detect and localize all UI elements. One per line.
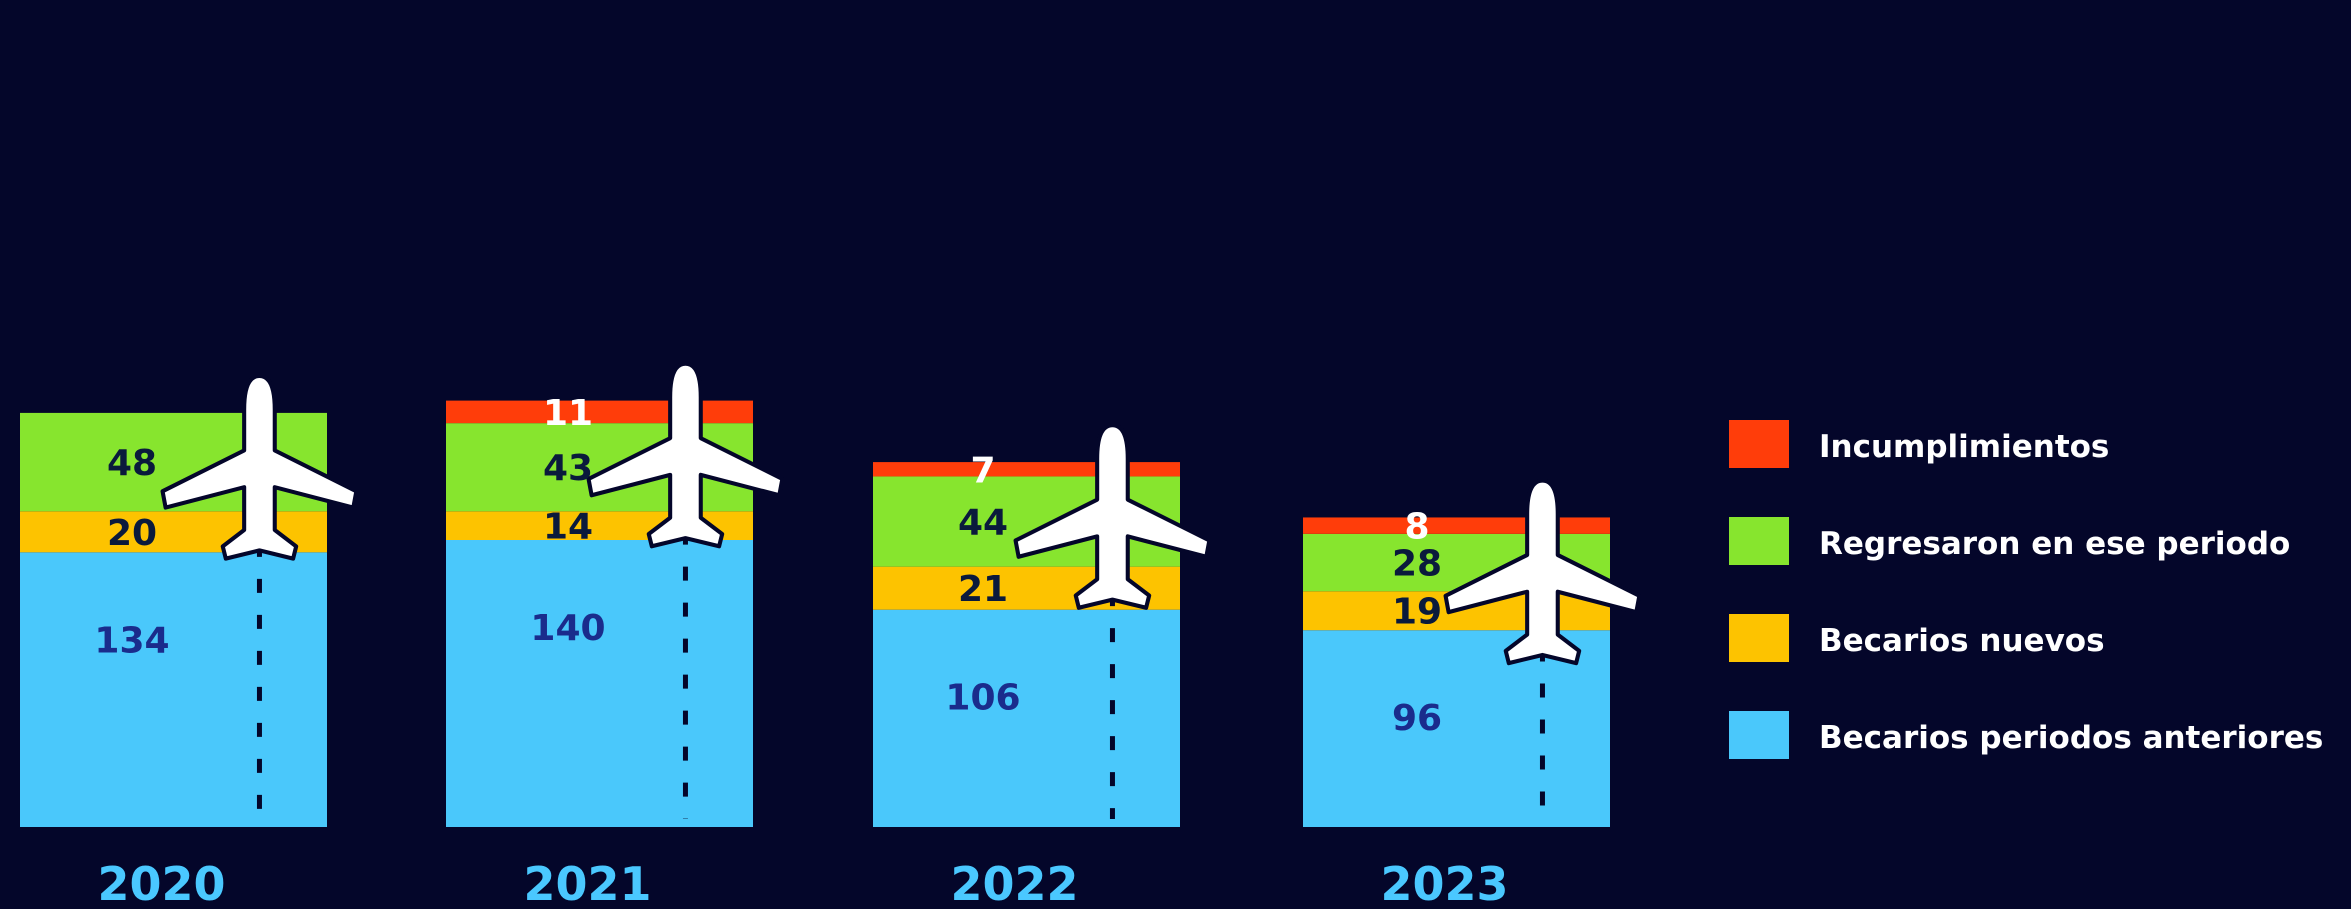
legend-label-becarios-nuevos: Becarios nuevos [1819, 623, 2105, 659]
bar-becarios-periodos-anteriores-2020 [20, 552, 327, 827]
data-label-becarios-periodos-anteriores-2020: 134 [94, 620, 169, 661]
bar-becarios-periodos-anteriores-2023 [1303, 630, 1610, 827]
legend-swatch-incumplimientos [1729, 420, 1789, 468]
data-label-becarios-periodos-anteriores-2021: 140 [530, 608, 605, 649]
legend-label-becarios-periodos-anteriores: Becarios periodos anteriores [1819, 720, 2323, 756]
bar-incumplimientos-2023 [1303, 517, 1610, 534]
x-tick-label-2023: 2023 [1380, 857, 1508, 909]
decor-layer [163, 364, 1640, 819]
x-tick-label-2022: 2022 [950, 857, 1078, 909]
data-label-regresaron-en-ese-periodo-2020: 48 [107, 443, 157, 484]
data-label-regresaron-en-ese-periodo-2022: 44 [958, 503, 1008, 544]
x-tick-label-2020: 2020 [97, 857, 225, 909]
legend-swatch-becarios-periodos-anteriores [1729, 711, 1789, 759]
data-label-incumplimientos-2021: 11 [543, 393, 593, 434]
bar-becarios-periodos-anteriores-2021 [446, 540, 753, 827]
data-label-incumplimientos-2022: 7 [970, 450, 995, 491]
bar-becarios-periodos-anteriores-2022 [873, 609, 1180, 827]
data-label-becarios-periodos-anteriores-2022: 106 [945, 678, 1020, 719]
data-label-becarios-nuevos-2023: 19 [1392, 592, 1442, 633]
bar-incumplimientos-2021 [446, 400, 753, 424]
data-label-becarios-periodos-anteriores-2023: 96 [1392, 698, 1442, 739]
x-tick-label-2021: 2021 [523, 857, 651, 909]
data-label-incumplimientos-2023: 8 [1404, 507, 1429, 548]
legend-label-regresaron-en-ese-periodo: Regresaron en ese periodo [1819, 526, 2290, 562]
data-label-becarios-nuevos-2022: 21 [958, 569, 1008, 610]
data-label-becarios-nuevos-2021: 14 [543, 507, 593, 548]
legend: Incumplimientos Regresaron en ese periodo… [1729, 420, 2323, 759]
legend-label-incumplimientos: Incumplimientos [1819, 429, 2109, 465]
data-label-becarios-nuevos-2020: 20 [107, 513, 157, 554]
data-label-regresaron-en-ese-periodo-2023: 28 [1392, 544, 1442, 585]
legend-swatch-regresaron-en-ese-periodo [1729, 517, 1789, 565]
bar-incumplimientos-2022 [873, 462, 1180, 477]
legend-swatch-becarios-nuevos [1729, 614, 1789, 662]
labels-layer: 134 20 48 2020 140 14 43 11 2021 106 21 44 7 2022 96 19… [94, 393, 1508, 909]
data-label-regresaron-en-ese-periodo-2021: 43 [543, 448, 593, 489]
